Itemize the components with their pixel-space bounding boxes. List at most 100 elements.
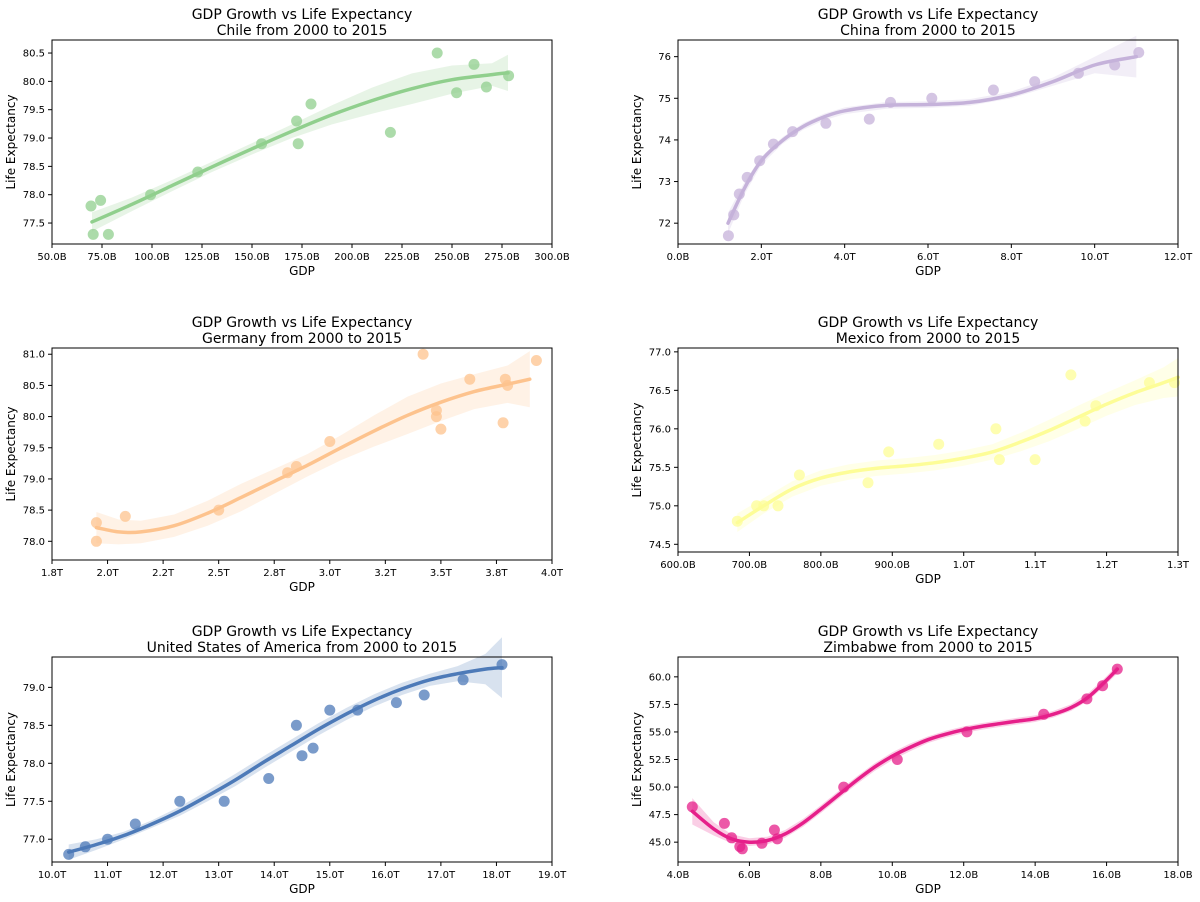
y-axis-label: Life Expectancy — [4, 94, 18, 189]
regression-line — [66, 665, 504, 854]
data-point — [430, 411, 442, 423]
x-tick-label: 250.0B — [434, 252, 470, 263]
data-point — [1029, 76, 1041, 88]
x-axis-label: GDP — [289, 882, 315, 896]
subplot-subtitle: Zimbabwe from 2000 to 2015 — [823, 640, 1032, 656]
x-tick-label: 2.2T — [152, 568, 175, 579]
x-tick-label: 6.0B — [738, 870, 761, 881]
data-point — [384, 126, 396, 138]
y-tick-label: 78.5 — [23, 721, 45, 732]
x-axis-label: GDP — [289, 264, 315, 278]
x-axis: 10.0T 11.0T 12.0T 13.0T 14.0T 15.0T 16.0T 17.0T… — [38, 862, 567, 896]
data-point — [772, 500, 784, 512]
data-point — [457, 674, 469, 686]
y-tick-label: 78.0 — [23, 537, 45, 548]
y-tick-label: 79.0 — [23, 683, 45, 694]
y-tick-label: 80.5 — [23, 49, 45, 60]
plot-area — [722, 35, 1145, 242]
y-tick-label: 77.5 — [23, 219, 45, 230]
y-tick-label: 78.0 — [23, 190, 45, 201]
x-tick-label: 2.8T — [263, 568, 286, 579]
x-axis-label: GDP — [915, 882, 941, 896]
subplot-mexico: GDP Growth vs Life Expectancy Mexico fro… — [630, 315, 1190, 586]
axes-frame — [51, 347, 553, 561]
data-point — [435, 423, 447, 435]
y-axis: 77.5 78.0 78.5 79.0 79.5 80.0 80.5 Life Expecta… — [4, 49, 52, 230]
y-axis-label: Life Expectancy — [630, 402, 644, 497]
x-tick-label: 800.0B — [803, 560, 839, 571]
data-point — [87, 228, 99, 240]
x-tick-label: 4.0T — [541, 568, 564, 579]
confidence-band — [692, 664, 1118, 846]
y-axis: 77.0 77.5 78.0 78.5 79.0 Life Expectancy — [4, 683, 52, 846]
x-tick-label: 10.0B — [878, 870, 907, 881]
x-tick-label: 150.0B — [234, 252, 270, 263]
x-tick-label: 2.0T — [97, 568, 120, 579]
x-axis-label: GDP — [915, 264, 941, 278]
data-point — [464, 373, 476, 385]
confidence-band — [96, 351, 530, 545]
subplot-usa: GDP Growth vs Life Expectancy United Sta… — [4, 624, 567, 896]
x-tick-label: 14.0B — [1021, 870, 1050, 881]
data-point — [263, 773, 275, 784]
data-point — [390, 697, 402, 709]
x-tick-label: 16.0T — [371, 870, 400, 881]
data-point — [1065, 369, 1077, 381]
data-point — [497, 417, 509, 429]
x-tick-label: 4.0B — [667, 870, 690, 881]
x-tick-label: 18.0T — [482, 870, 511, 881]
data-point — [926, 92, 938, 104]
data-point — [324, 436, 336, 447]
data-point — [863, 113, 875, 125]
data-point — [90, 535, 102, 547]
subplot-title: GDP Growth vs Life Expectancy — [192, 7, 413, 23]
plot-area — [85, 47, 515, 240]
y-tick-label: 72 — [658, 219, 671, 230]
y-tick-label: 75 — [658, 94, 671, 105]
plot-area — [90, 348, 542, 547]
y-tick-label: 81.0 — [23, 350, 45, 361]
x-tick-label: 16.0B — [1092, 870, 1121, 881]
y-tick-label: 75.5 — [649, 463, 671, 474]
x-tick-label: 200.0B — [334, 252, 370, 263]
x-tick-label: 75.0B — [87, 252, 116, 263]
x-tick-label: 175.0B — [284, 252, 320, 263]
x-tick-label: 300.0B — [534, 252, 570, 263]
plot-area — [731, 358, 1180, 532]
regression-line — [690, 667, 1120, 844]
data-point — [218, 795, 230, 807]
data-point — [1029, 454, 1041, 466]
regression-line — [94, 377, 532, 535]
data-point — [993, 454, 1005, 466]
y-axis: 45.0 47.5 50.0 52.5 55.0 57.5 60.0 Life Expecta… — [630, 672, 678, 849]
regression-line — [735, 375, 1180, 525]
data-point — [768, 824, 780, 836]
y-tick-label: 79.5 — [23, 105, 45, 116]
y-axis-label: Life Expectancy — [4, 712, 18, 807]
subplot-zimbabwe: GDP Growth vs Life Expectancy Zimbabwe f… — [630, 624, 1193, 896]
data-point — [307, 742, 319, 754]
subplot-title: GDP Growth vs Life Expectancy — [192, 315, 413, 331]
data-point — [418, 689, 430, 701]
x-axis: 4.0B 6.0B 8.0B 10.0B 12.0B 14.0B 16.0B 18.0B GDP — [667, 862, 1193, 896]
data-point — [85, 200, 97, 212]
x-tick-label: 13.0T — [204, 870, 233, 881]
data-point — [530, 355, 542, 366]
x-axis: 50.0B 75.0B 100.0B 125.0B 150.0B 175.0B 200.0B… — [37, 244, 570, 278]
y-tick-label: 73 — [658, 177, 671, 188]
data-point — [722, 230, 734, 242]
subplot-subtitle: Mexico from 2000 to 2015 — [836, 331, 1021, 347]
data-point — [736, 843, 748, 855]
x-tick-label: 3.8T — [485, 568, 508, 579]
data-point — [468, 58, 480, 70]
y-tick-label: 60.0 — [649, 672, 671, 683]
y-axis-label: Life Expectancy — [4, 406, 18, 501]
y-axis: 78.0 78.5 79.0 79.5 80.0 80.5 81.0 Life Expecta… — [4, 350, 52, 548]
y-tick-label: 76 — [658, 52, 671, 63]
x-tick-label: 1.2T — [1096, 560, 1119, 571]
subplot-chile: GDP Growth vs Life Expectancy Chile from… — [4, 7, 570, 278]
data-point — [1079, 415, 1091, 427]
y-tick-label: 79.5 — [23, 443, 45, 454]
x-tick-label: 125.0B — [184, 252, 220, 263]
x-tick-label: 12.0T — [1164, 252, 1193, 263]
